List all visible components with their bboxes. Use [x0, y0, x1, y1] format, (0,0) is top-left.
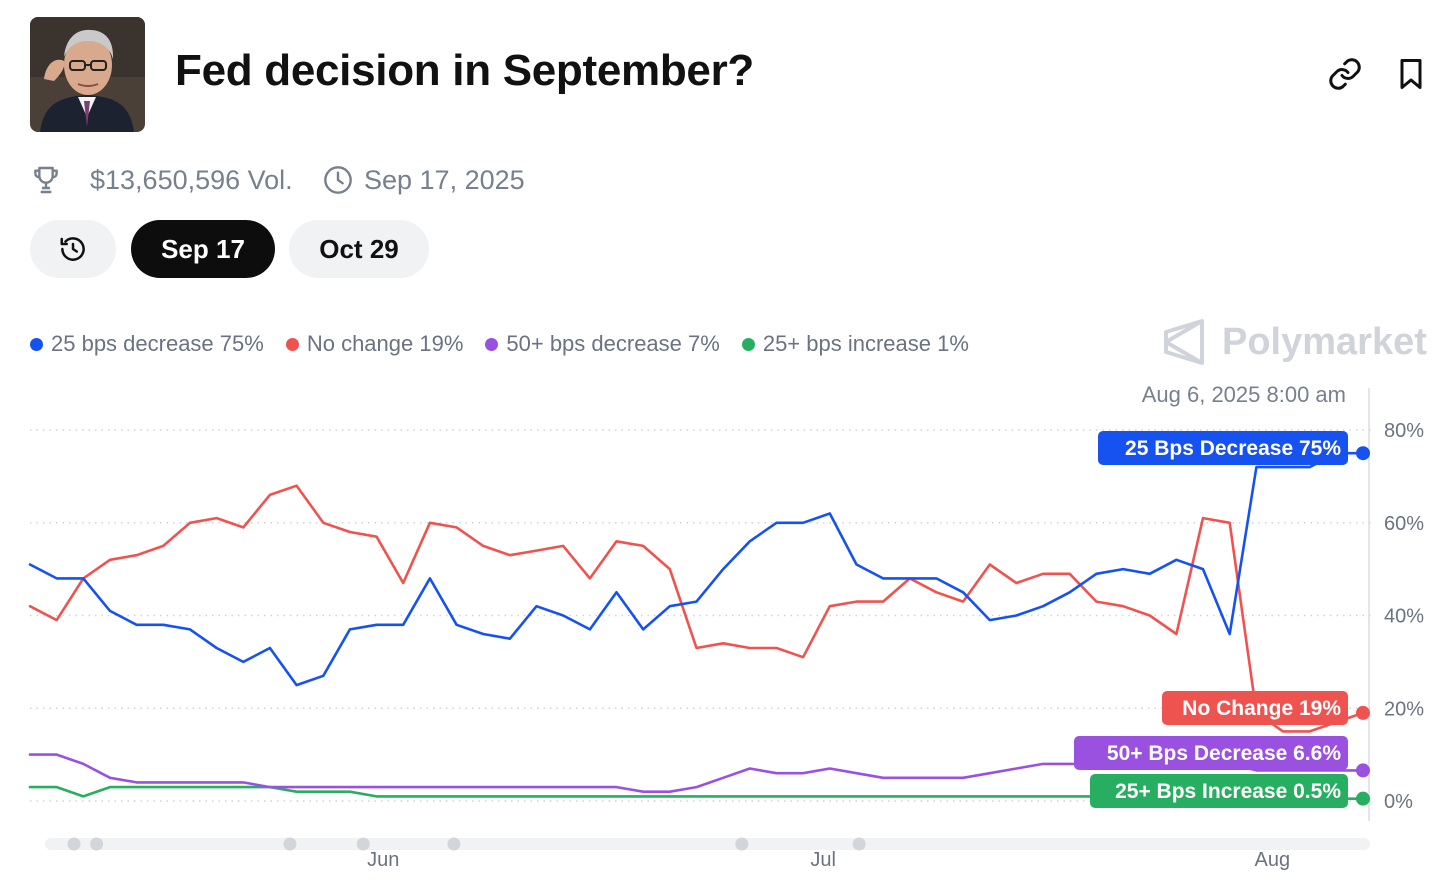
legend-label: 50+ bps decrease 7% — [506, 331, 720, 356]
series-line-no-change — [28, 484, 1365, 733]
series-end-dot — [1356, 763, 1370, 778]
clock-icon — [324, 166, 352, 194]
series-end-label: 50+ Bps Decrease 6.6% — [1107, 742, 1341, 765]
timeline-scrubber[interactable] — [45, 838, 1370, 850]
series-end-dot — [1356, 446, 1370, 461]
hover-timestamp: Aug 6, 2025 8:00 am — [1141, 382, 1346, 407]
volume-text: $13,650,596 Vol. — [90, 164, 293, 195]
y-tick-label: 0% — [1384, 791, 1413, 813]
series-end-dot — [1356, 791, 1370, 806]
scrubber-marker — [90, 837, 104, 851]
y-tick-label: 80% — [1384, 420, 1424, 442]
volume-meta: $13,650,596 Vol. — [30, 160, 293, 200]
chart-area[interactable]: 80% 60% 40% 20% 0% Jun Jul Aug 25 Bps Decrease 7… — [0, 380, 1456, 887]
series-end-badge — [1098, 431, 1348, 465]
series-end-label: 25 Bps Decrease 75% — [1125, 437, 1341, 460]
history-icon — [60, 237, 85, 261]
history-button[interactable] — [30, 220, 116, 278]
market-title: Fed decision in September? — [175, 46, 754, 95]
scrubber-marker — [67, 837, 81, 851]
legend-label: 25 bps decrease 75% — [51, 331, 264, 356]
legend-dot — [741, 337, 755, 351]
scrubber-marker — [356, 837, 370, 851]
link-icon[interactable] — [1327, 56, 1363, 92]
series-line-25-bps-decrease — [28, 451, 1365, 687]
tab-sep-17[interactable]: Sep 17 — [131, 220, 275, 278]
legend-label: 25+ bps increase 1% — [762, 331, 969, 356]
market-image — [30, 17, 145, 132]
legend-item-50-bps-decrease: 50+ bps decrease 7% — [485, 331, 720, 357]
end-date-text: Sep 17, 2025 — [364, 164, 525, 195]
legend-dot — [30, 337, 43, 351]
legend-label: No change 19% — [306, 331, 464, 356]
person-portrait-icon — [30, 17, 145, 132]
series-end-dot — [1356, 705, 1370, 720]
scrubber-marker — [852, 837, 866, 851]
x-tick-label: Jun — [367, 849, 399, 871]
trophy-icon — [34, 166, 58, 194]
date-meta: Sep 17, 2025 — [322, 160, 525, 200]
legend-item-no-change: No change 19% — [285, 331, 464, 357]
tab-oct-29[interactable]: Oct 29 — [289, 220, 429, 278]
legend-item-25-bps-increase: 25+ bps increase 1% — [741, 331, 969, 357]
scrubber-marker — [283, 837, 297, 851]
bookmark-icon[interactable] — [1393, 56, 1429, 92]
scrubber-marker — [447, 837, 461, 851]
x-tick-label: Aug — [1255, 849, 1291, 871]
series-end-badge — [1090, 774, 1348, 808]
brand-name: Polymarket — [1222, 320, 1427, 363]
series-end-badge — [1162, 691, 1348, 725]
legend-dot — [485, 337, 499, 351]
polymarket-logo-icon — [1164, 319, 1204, 365]
legend-item-25-bps-decrease: 25 bps decrease 75% — [30, 331, 264, 357]
series-end-label: No Change 19% — [1182, 697, 1341, 720]
y-tick-label: 20% — [1384, 698, 1424, 720]
polymarket-logo: Polymarket — [1162, 318, 1427, 366]
series-end-badge — [1074, 736, 1348, 770]
y-tick-label: 40% — [1384, 606, 1424, 628]
scrubber-marker — [735, 837, 749, 851]
legend-dot — [285, 337, 299, 351]
x-tick-label: Jul — [810, 849, 836, 871]
series-end-label: 25+ Bps Increase 0.5% — [1115, 780, 1341, 803]
chart-legend: 25 bps decrease 75% No change 19% 50+ bp… — [30, 328, 991, 360]
y-tick-label: 60% — [1384, 513, 1424, 535]
